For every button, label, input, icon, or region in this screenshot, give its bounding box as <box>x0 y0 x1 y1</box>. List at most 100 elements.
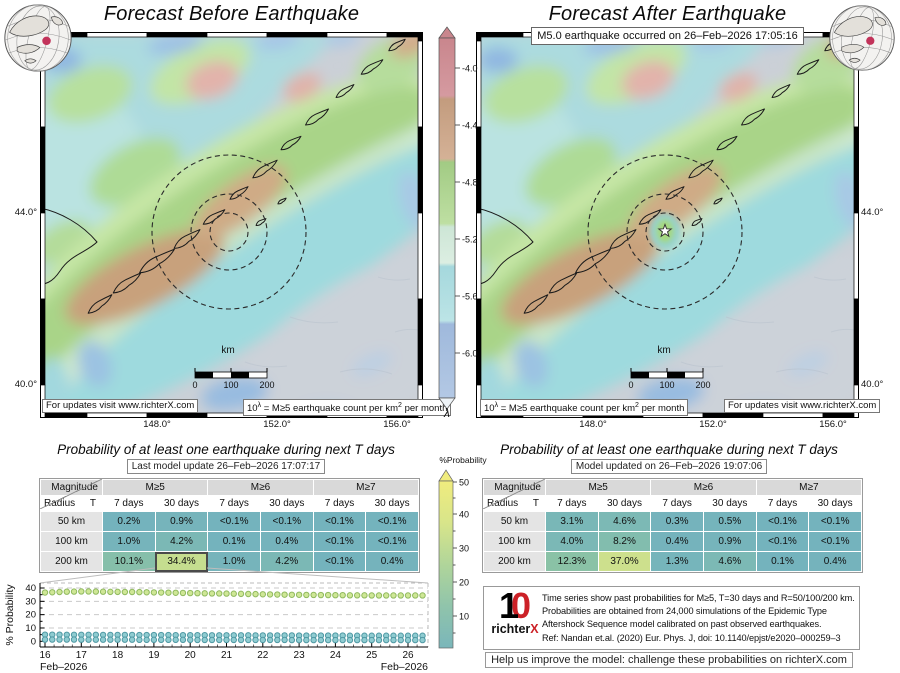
prob-cell: <0.1% <box>259 511 314 532</box>
seismicity-map-after <box>476 32 859 418</box>
prob-cell: 4.2% <box>154 531 209 552</box>
prob-table-title: Probability of at least one earthquake d… <box>500 442 838 457</box>
earthquake-info-banner: M5.0 earthquake occurred on 26–Feb–2026 … <box>531 27 804 45</box>
seismicity-map-before <box>40 32 423 418</box>
radius-label: 100 km <box>40 531 103 552</box>
period-header: 30 days <box>808 495 862 512</box>
period-header: 7 days <box>312 495 367 512</box>
svg-text:30: 30 <box>25 596 36 607</box>
logo-mark: 10 <box>498 585 532 626</box>
lon-tick-label: 156.0° <box>383 419 411 430</box>
info-line: Ref: Nandan et.al. (2020) Eur. Phys. J, … <box>542 632 841 643</box>
period-header: 30 days <box>154 495 209 512</box>
svg-text:23: 23 <box>294 650 306 661</box>
mag-header: M≥6 <box>207 479 314 496</box>
colorbar-top-arrow <box>438 26 456 39</box>
subtitle-row: Model updated on 26–Feb–2026 19:07:06 <box>478 459 860 474</box>
info-text: Time series show past probabilities for … <box>542 592 856 645</box>
radius-label: 50 km <box>483 511 546 532</box>
table-row: Magnitude M≥5 M≥6 M≥7 <box>40 479 419 496</box>
mag-header: M≥6 <box>650 479 757 496</box>
model-info-panel: 10 richterX Time series show past probab… <box>483 586 860 650</box>
subtitle-row: Last model update 26–Feb–2026 17:07:17 <box>30 459 422 474</box>
corner-radius-t: Radius T <box>40 495 103 512</box>
prob-cell: 3.1% <box>545 511 599 532</box>
svg-text:22: 22 <box>257 650 269 661</box>
scalebar-label: 0 <box>192 380 198 390</box>
prob-cell: 0.2% <box>102 511 156 532</box>
updates-link-box[interactable]: For updates visit www.richterX.com <box>724 399 881 413</box>
table-row: 100 km 4.0% 8.2% 0.4% 0.9% <0.1% <0.1% <box>483 531 862 552</box>
lat-tick-label: 40.0° <box>14 379 37 390</box>
colorbar-tick: -4.4 <box>462 121 478 131</box>
prob-cell: <0.1% <box>312 531 367 552</box>
radius-label: 200 km <box>40 551 103 572</box>
svg-text:24: 24 <box>330 650 342 661</box>
location-dot <box>42 36 51 46</box>
mag-header: M≥7 <box>755 479 862 496</box>
updates-link-box[interactable]: For updates visit www.richterX.com <box>42 399 199 413</box>
info-line: Aftershock Sequence model calibrated on … <box>542 619 822 630</box>
svg-text:19: 19 <box>148 650 160 661</box>
colorbar-top-arrow <box>438 469 454 482</box>
prob-cell: 4.6% <box>597 511 652 532</box>
prob-table-title: Probability of at least one earthquake d… <box>57 442 395 457</box>
prob-cell: 8.2% <box>597 531 652 552</box>
prob-cell: 0.9% <box>154 511 209 532</box>
prob-table-after: Magnitude M≥5 M≥6 M≥7 Radius T 7 days 30 … <box>483 479 862 572</box>
lat-tick-label: 44.0° <box>861 207 884 218</box>
prob-cell: 34.4% <box>154 551 209 572</box>
colorbar-tick: -5.2 <box>462 235 478 245</box>
scalebar-label: 200 <box>259 380 275 390</box>
mag-header: M≥5 <box>544 479 652 496</box>
challenge-link-box[interactable]: Help us improve the model: challenge the… <box>485 652 853 668</box>
prob-cell: 12.3% <box>545 551 599 572</box>
lon-tick-label: 148.0° <box>143 419 171 430</box>
period-header: 7 days <box>650 495 704 512</box>
coastlines <box>40 38 406 314</box>
prob-cell: <0.1% <box>365 511 419 532</box>
lon-tick-label: 148.0° <box>579 419 607 430</box>
prob-cell: 0.4% <box>650 531 704 552</box>
table-row: 50 km 0.2% 0.9% <0.1% <0.1% <0.1% <0.1% <box>40 511 419 532</box>
banner-row: M5.0 earthquake occurred on 26–Feb–2026 … <box>476 27 859 45</box>
epicenter-star-icon <box>657 223 673 238</box>
prob-cell: 0.1% <box>755 551 810 572</box>
colorbar-tick: 10 <box>459 612 469 622</box>
prob-cell: 0.4% <box>365 551 419 572</box>
lon-tick-label: 152.0° <box>699 419 727 430</box>
colorbar-tick: -6.0 <box>462 349 478 359</box>
svg-text:Feb–2026: Feb–2026 <box>40 661 87 673</box>
table-row: Radius T 7 days 30 days 7 days 30 days 7 … <box>483 495 862 512</box>
svg-text:26: 26 <box>402 650 414 661</box>
prob-cell: 4.6% <box>702 551 757 572</box>
globe-locator-icon <box>829 5 895 71</box>
scalebar-label: 100 <box>223 380 239 390</box>
lon-tick-label: 156.0° <box>819 419 847 430</box>
colorbar-tick: 50 <box>459 478 469 488</box>
radius-label: 50 km <box>40 511 103 532</box>
svg-text:25: 25 <box>366 650 378 661</box>
probability-colorbar: %Probability 50 40 30 20 10 <box>438 455 487 649</box>
colorbar-gradient <box>438 37 456 399</box>
prob-cell: <0.1% <box>808 531 862 552</box>
prob-cell: <0.1% <box>755 531 810 552</box>
prob-cell: 10.1% <box>102 551 156 572</box>
prob-cell: <0.1% <box>312 551 367 572</box>
colorbar-tick: -4.0 <box>462 64 478 74</box>
radius-label: 200 km <box>483 551 546 572</box>
table-row: 200 km 12.3% 37.0% 1.3% 4.6% 0.1% 0.4% <box>483 551 862 572</box>
prob-cell: 0.9% <box>702 531 757 552</box>
scalebar <box>630 368 704 379</box>
radius-circles <box>151 154 307 310</box>
prob-cell: <0.1% <box>755 511 810 532</box>
table-row: 50 km 3.1% 4.6% 0.3% 0.5% <0.1% <0.1% <box>483 511 862 532</box>
prob-cell: 1.0% <box>207 551 261 572</box>
svg-text:16: 16 <box>39 650 51 661</box>
table-row: 100 km 1.0% 4.2% 0.1% 0.4% <0.1% <0.1% <box>40 531 419 552</box>
info-line: Time series show past probabilities for … <box>542 593 855 603</box>
mag-header: M≥5 <box>101 479 209 496</box>
svg-text:Feb–2026: Feb–2026 <box>381 661 428 673</box>
